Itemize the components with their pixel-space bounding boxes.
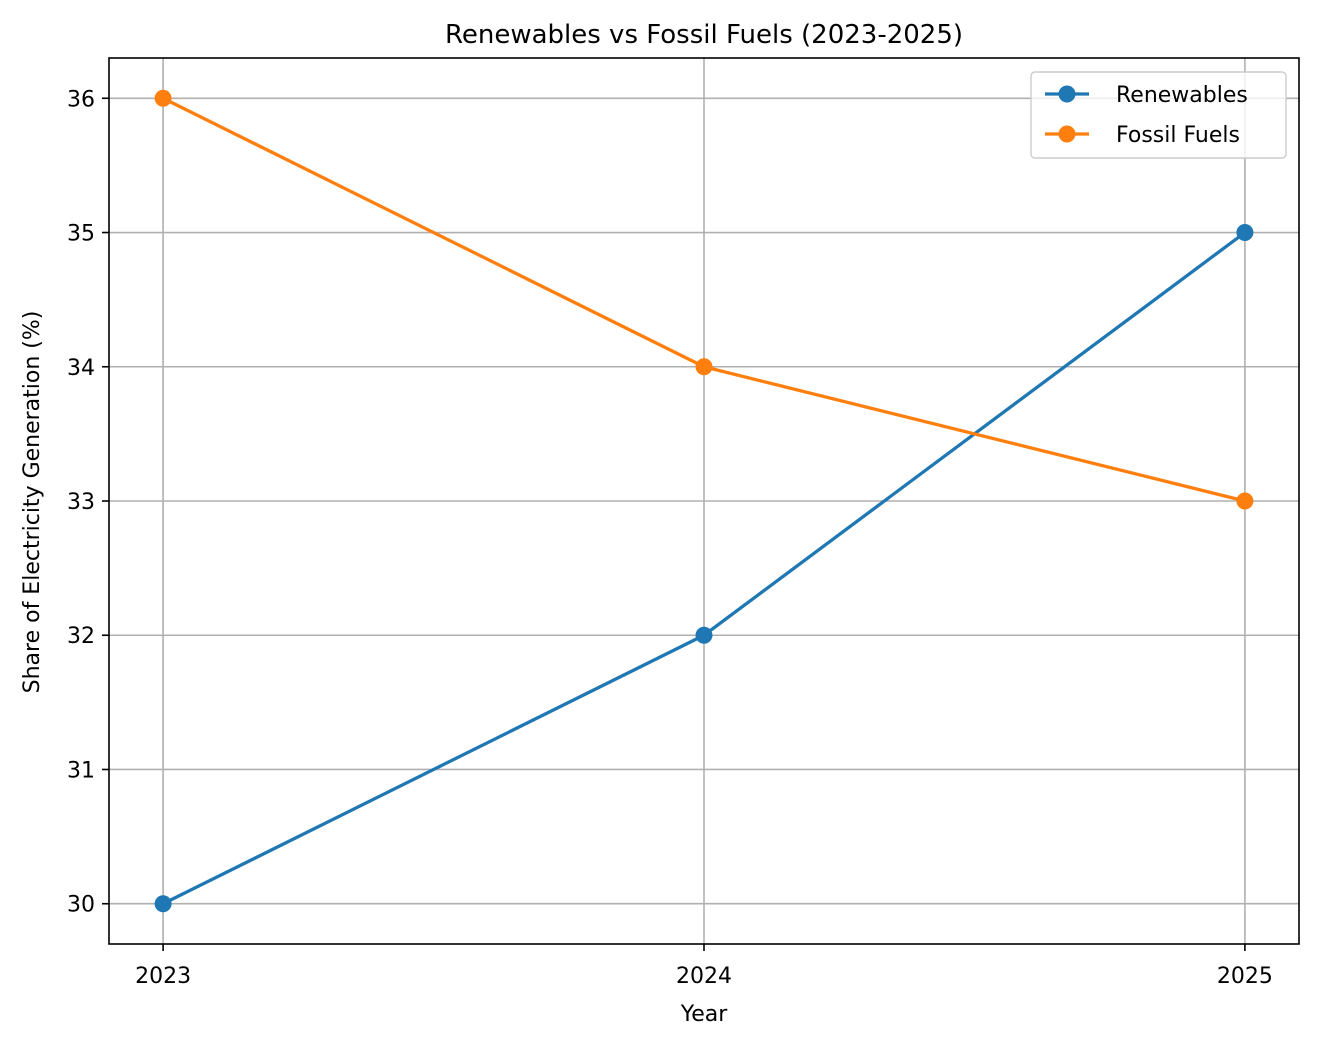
y-tick-label: 36 xyxy=(67,87,95,112)
legend-label: Renewables xyxy=(1116,83,1248,108)
x-axis-label: Year xyxy=(680,1002,729,1027)
legend-entry-renewables: Renewables xyxy=(1045,83,1248,108)
y-tick-label: 33 xyxy=(67,490,95,515)
legend: Renewables Fossil Fuels xyxy=(1030,71,1287,159)
y-axis: 30 31 32 33 34 35 36 xyxy=(67,87,109,918)
x-tick-label: 2024 xyxy=(676,964,732,989)
x-tick-label: 2025 xyxy=(1217,964,1273,989)
y-tick-label: 35 xyxy=(67,222,95,247)
y-tick-label: 32 xyxy=(67,624,95,649)
data-series xyxy=(154,89,1254,913)
legend-marker-swatch xyxy=(1058,125,1076,143)
y-axis-label: Share of Electricity Generation (%) xyxy=(20,311,45,694)
y-tick-label: 34 xyxy=(67,356,95,381)
fossil-fuels-point xyxy=(695,358,713,376)
renewables-point xyxy=(154,895,172,913)
y-tick-label: 30 xyxy=(67,893,95,918)
legend-box xyxy=(1030,71,1287,159)
chart-title: Renewables vs Fossil Fuels (2023-2025) xyxy=(445,20,963,50)
x-axis: 2023 2024 2025 xyxy=(135,944,1273,989)
legend-label: Fossil Fuels xyxy=(1116,123,1240,148)
renewables-point xyxy=(695,626,713,644)
fossil-fuels-point xyxy=(1236,492,1254,510)
fossil-fuels-point xyxy=(154,89,172,107)
y-tick-label: 31 xyxy=(67,758,95,783)
renewables-point xyxy=(1236,224,1254,242)
series-renewables xyxy=(154,224,1254,913)
legend-marker-swatch xyxy=(1058,85,1076,103)
series-fossil-fuels xyxy=(154,89,1254,510)
x-tick-label: 2023 xyxy=(135,964,191,989)
legend-entry-fossil-fuels: Fossil Fuels xyxy=(1045,123,1240,148)
